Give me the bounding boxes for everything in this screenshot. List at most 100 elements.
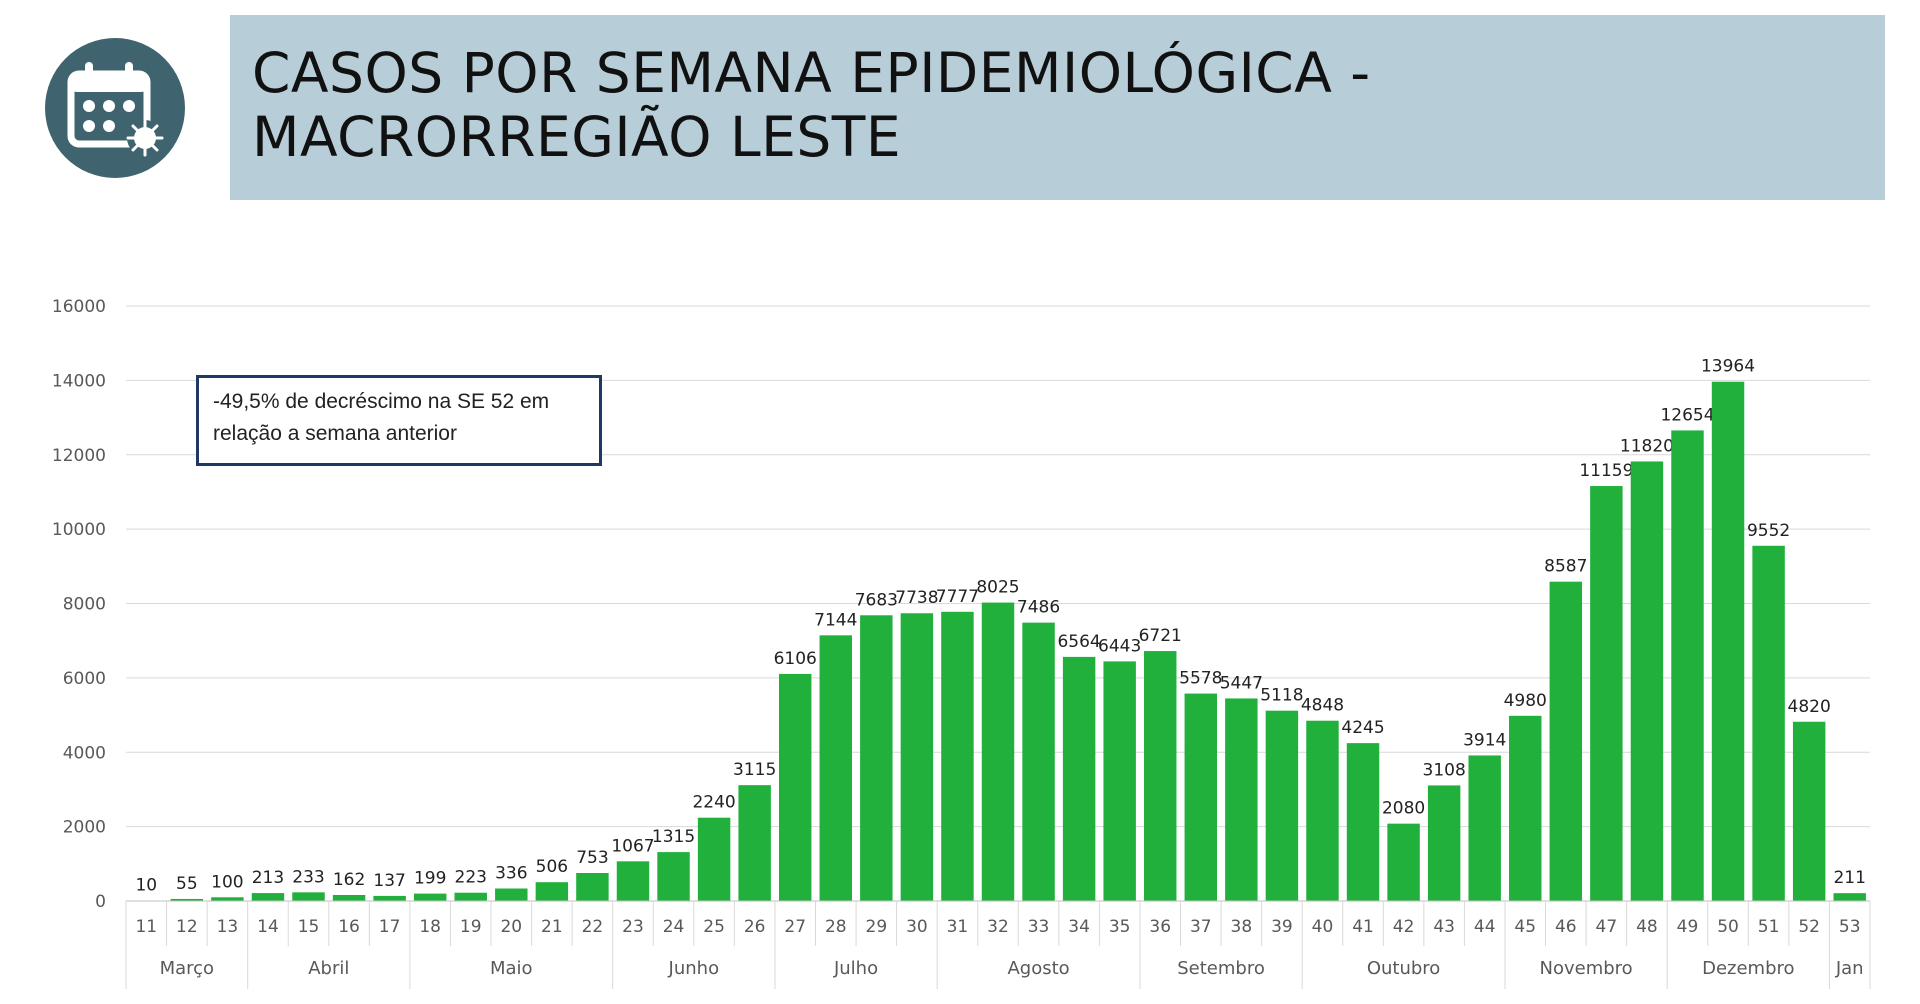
x-tick-label: 51 [1758, 917, 1780, 937]
month-label: Julho [833, 958, 878, 979]
x-tick-label: 20 [500, 917, 522, 937]
data-label: 10 [135, 876, 157, 896]
x-tick-label: 33 [1028, 917, 1050, 937]
bar [1022, 622, 1055, 901]
x-tick-label: 17 [379, 917, 401, 937]
data-label: 4848 [1301, 696, 1344, 716]
data-label: 8025 [976, 578, 1019, 598]
bar [941, 611, 974, 901]
x-tick-label: 38 [1231, 917, 1253, 937]
bar [616, 861, 650, 901]
data-label: 6564 [1057, 632, 1100, 652]
data-label: 55 [176, 874, 198, 894]
bar [1752, 545, 1785, 901]
y-tick-label: 8000 [63, 595, 106, 615]
x-tick-label: 28 [825, 917, 847, 937]
data-label: 7738 [895, 588, 938, 608]
bar [1509, 715, 1542, 901]
data-label: 223 [455, 868, 487, 888]
x-tick-label: 13 [217, 917, 239, 937]
bar [1711, 381, 1745, 901]
calendar-virus-icon [45, 38, 185, 178]
data-label: 4245 [1341, 718, 1384, 738]
data-label: 3108 [1423, 760, 1466, 780]
y-tick-label: 12000 [52, 446, 106, 466]
data-label: 7683 [855, 590, 898, 610]
bar [170, 898, 204, 901]
x-tick-label: 52 [1798, 917, 1820, 937]
data-label: 11159 [1579, 461, 1633, 481]
x-tick-label: 42 [1393, 917, 1415, 937]
data-label: 211 [1833, 868, 1865, 888]
x-tick-label: 34 [1068, 917, 1090, 937]
bar [1468, 755, 1501, 901]
bar [1792, 721, 1826, 901]
month-label: Outubro [1367, 958, 1441, 979]
bar [1671, 430, 1704, 901]
data-label: 5118 [1260, 686, 1303, 706]
data-label: 100 [211, 872, 243, 892]
data-label: 4820 [1788, 697, 1831, 717]
bar [697, 817, 731, 901]
bar [535, 882, 569, 901]
data-label: 162 [333, 870, 365, 890]
x-tick-label: 23 [622, 917, 644, 937]
data-label: 5447 [1220, 673, 1263, 693]
bar [1225, 698, 1258, 901]
x-tick-label: 29 [866, 917, 888, 937]
data-label: 9552 [1747, 521, 1790, 541]
data-label: 233 [292, 867, 324, 887]
month-label: Maio [490, 958, 533, 979]
x-tick-label: 47 [1596, 917, 1618, 937]
x-tick-label: 30 [906, 917, 928, 937]
y-tick-label: 4000 [63, 743, 106, 763]
data-label: 8587 [1544, 557, 1587, 577]
x-tick-label: 15 [298, 917, 320, 937]
bar [576, 872, 609, 901]
data-label: 753 [576, 848, 608, 868]
x-tick-label: 14 [257, 917, 279, 937]
title-line-1: CASOS POR SEMANA EPIDEMIOLÓGICA - [252, 41, 1371, 105]
bar [1630, 461, 1664, 901]
x-tick-label: 18 [419, 917, 441, 937]
annotation-box: -49,5% de decréscimo na SE 52 em relação… [196, 375, 602, 466]
bar [1144, 651, 1177, 901]
month-label: Agosto [1007, 958, 1069, 979]
x-tick-label: 37 [1190, 917, 1212, 937]
bar [1062, 656, 1096, 901]
data-label: 1315 [652, 827, 695, 847]
x-tick-label: 25 [703, 917, 725, 937]
x-tick-label: 36 [1149, 917, 1171, 937]
x-tick-label: 31 [947, 917, 969, 937]
bar [211, 897, 244, 901]
bar [332, 894, 366, 901]
bar [495, 888, 528, 901]
data-label: 6721 [1139, 626, 1182, 646]
data-label: 5578 [1179, 669, 1222, 689]
x-tick-label: 11 [135, 917, 157, 937]
title-banner: CASOS POR SEMANA EPIDEMIOLÓGICA - MACROR… [230, 15, 1885, 200]
bar [373, 895, 406, 901]
x-tick-label: 26 [744, 917, 766, 937]
data-label: 137 [373, 871, 405, 891]
bar [413, 893, 447, 901]
data-label: 1067 [611, 836, 654, 856]
data-label: 7486 [1017, 598, 1060, 618]
data-label: 2240 [692, 793, 735, 813]
month-label: Setembro [1177, 958, 1265, 979]
x-tick-label: 24 [663, 917, 685, 937]
y-tick-label: 6000 [63, 669, 106, 689]
bar [1346, 743, 1380, 901]
data-label: 3914 [1463, 730, 1506, 750]
bar [981, 602, 1015, 901]
data-label: 12654 [1660, 405, 1714, 425]
x-tick-label: 41 [1352, 917, 1374, 937]
x-tick-label: 43 [1433, 917, 1455, 937]
x-tick-label: 45 [1514, 917, 1536, 937]
bar [251, 893, 285, 901]
data-label: 2080 [1382, 799, 1425, 819]
bar [819, 635, 852, 901]
month-label: Novembro [1539, 958, 1632, 979]
data-label: 6443 [1098, 636, 1141, 656]
